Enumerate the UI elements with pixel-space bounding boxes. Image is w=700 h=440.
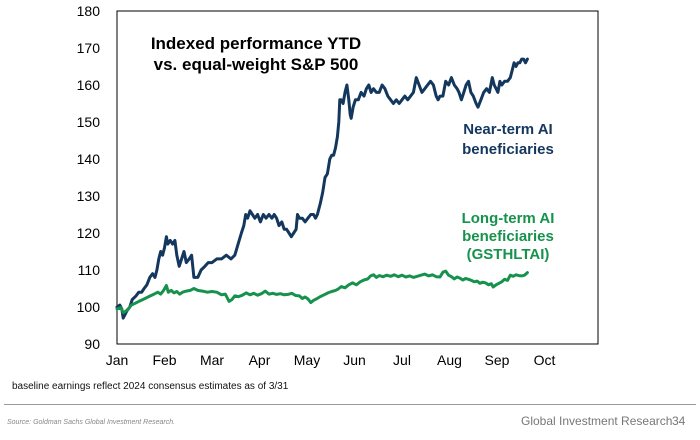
- series-label-line: Near-term AI: [463, 121, 552, 138]
- y-tick-label: 120: [77, 225, 101, 241]
- series-lines: [115, 57, 529, 320]
- x-tick-label: Jun: [343, 352, 366, 368]
- x-tick-label: Jul: [393, 352, 411, 368]
- y-tick-label: 140: [77, 151, 101, 167]
- x-tick-label: Feb: [152, 352, 176, 368]
- series-label-line: (GSTHLTAI): [467, 246, 550, 263]
- baseline-note: baseline earnings reflect 2024 consensus…: [12, 381, 289, 392]
- source-text: Source: Goldman Sachs Global Investment …: [7, 419, 176, 426]
- y-tick-label: 100: [77, 299, 101, 315]
- y-axis-ticks: 90 100 110 120 130 140 150 160 170 180: [77, 3, 101, 352]
- x-tick-label: Apr: [249, 352, 271, 368]
- y-tick-label: 160: [77, 77, 101, 93]
- x-tick-label: Oct: [534, 352, 556, 368]
- x-tick-label: Jan: [106, 352, 129, 368]
- y-tick-label: 180: [77, 3, 101, 19]
- x-axis-ticks: Jan Feb Mar Apr May Jun Jul Aug Sep Oct: [106, 352, 556, 368]
- y-tick-label: 110: [78, 262, 101, 278]
- x-tick-label: Mar: [200, 352, 224, 368]
- series-label-line: beneficiaries: [462, 141, 554, 158]
- long-term-ai-line: [115, 269, 529, 315]
- x-tick-label: May: [294, 352, 320, 368]
- y-tick-label: 90: [84, 336, 100, 352]
- series-label-line: Long-term AI: [462, 210, 555, 227]
- plot-area-frame: [116, 10, 599, 345]
- y-tick-label: 150: [77, 114, 101, 130]
- series-label-line: beneficiaries: [462, 228, 554, 245]
- x-tick-label: Aug: [437, 352, 462, 368]
- footer-brand-text: Global Investment Research: [521, 414, 673, 428]
- footer-divider: [4, 404, 696, 405]
- x-tick-label: Sep: [485, 352, 510, 368]
- chart-title-line-1: Indexed performance YTD: [151, 34, 361, 53]
- y-tick-label: 170: [77, 40, 101, 56]
- chart-title-line-2: vs. equal-weight S&P 500: [154, 55, 359, 74]
- near-term-ai-line: [115, 57, 529, 320]
- y-tick-label: 130: [77, 188, 101, 204]
- page-number: 34: [672, 414, 686, 428]
